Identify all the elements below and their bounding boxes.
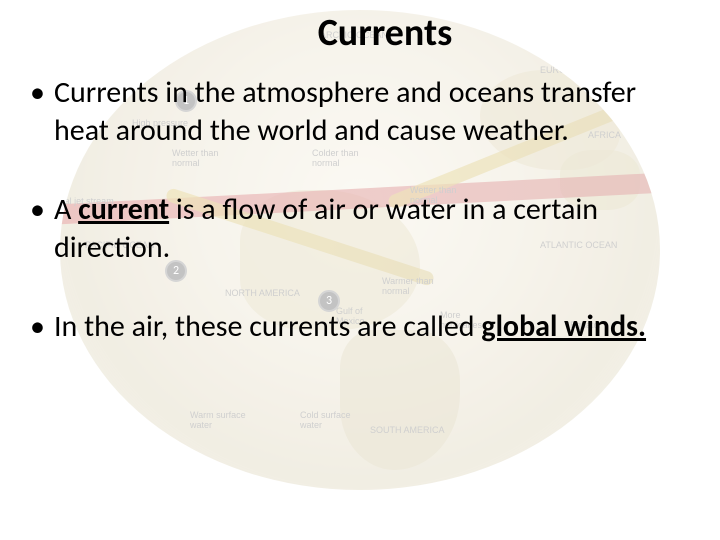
slide-content: Currents Currents in the atmosphere and … [0,0,720,346]
bullet-2-term: current [78,191,169,228]
label-cold-water: Cold surface water [300,410,360,430]
landmass-south-america [340,330,460,470]
label-warm-water: Warm surface water [190,410,250,430]
bullet-3-pre: In the air, these currents are called [54,308,481,345]
bullet-1: Currents in the atmosphere and oceans tr… [30,74,680,149]
label-south-america: SOUTH AMERICA [370,425,445,435]
bullet-2-pre: A [54,191,78,228]
bullet-list: Currents in the atmosphere and oceans tr… [30,74,680,346]
slide-title: Currents [90,10,680,56]
bullet-3-term: global winds. [481,308,646,345]
bullet-3: In the air, these currents are called gl… [30,308,680,346]
bullet-2: A current is a flow of air or water in a… [30,191,680,266]
